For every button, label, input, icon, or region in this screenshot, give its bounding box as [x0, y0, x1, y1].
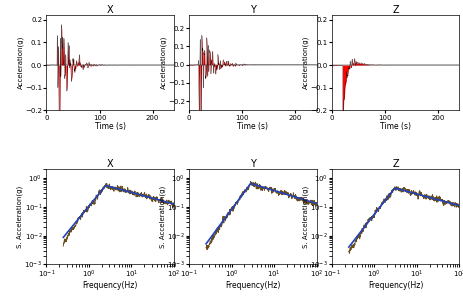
- X-axis label: Time (s): Time (s): [237, 122, 268, 131]
- Title: X: X: [106, 5, 113, 15]
- X-axis label: Frequency(Hz): Frequency(Hz): [82, 281, 138, 290]
- Y-axis label: S. Acceleration(g): S. Acceleration(g): [301, 186, 308, 248]
- X-axis label: Time (s): Time (s): [94, 122, 125, 131]
- Y-axis label: Acceleration(g): Acceleration(g): [160, 36, 166, 89]
- Title: X: X: [106, 159, 113, 169]
- Y-axis label: Acceleration(g): Acceleration(g): [302, 36, 308, 89]
- X-axis label: Frequency(Hz): Frequency(Hz): [225, 281, 280, 290]
- X-axis label: Time (s): Time (s): [379, 122, 410, 131]
- Y-axis label: S. Acceleration(g): S. Acceleration(g): [159, 186, 165, 248]
- Title: Z: Z: [392, 159, 398, 169]
- Y-axis label: S. Acceleration(g): S. Acceleration(g): [17, 186, 23, 248]
- Title: Z: Z: [392, 5, 398, 15]
- Title: Y: Y: [250, 5, 255, 15]
- Y-axis label: Acceleration(g): Acceleration(g): [17, 36, 24, 89]
- X-axis label: Frequency(Hz): Frequency(Hz): [367, 281, 422, 290]
- Title: Y: Y: [250, 159, 255, 169]
